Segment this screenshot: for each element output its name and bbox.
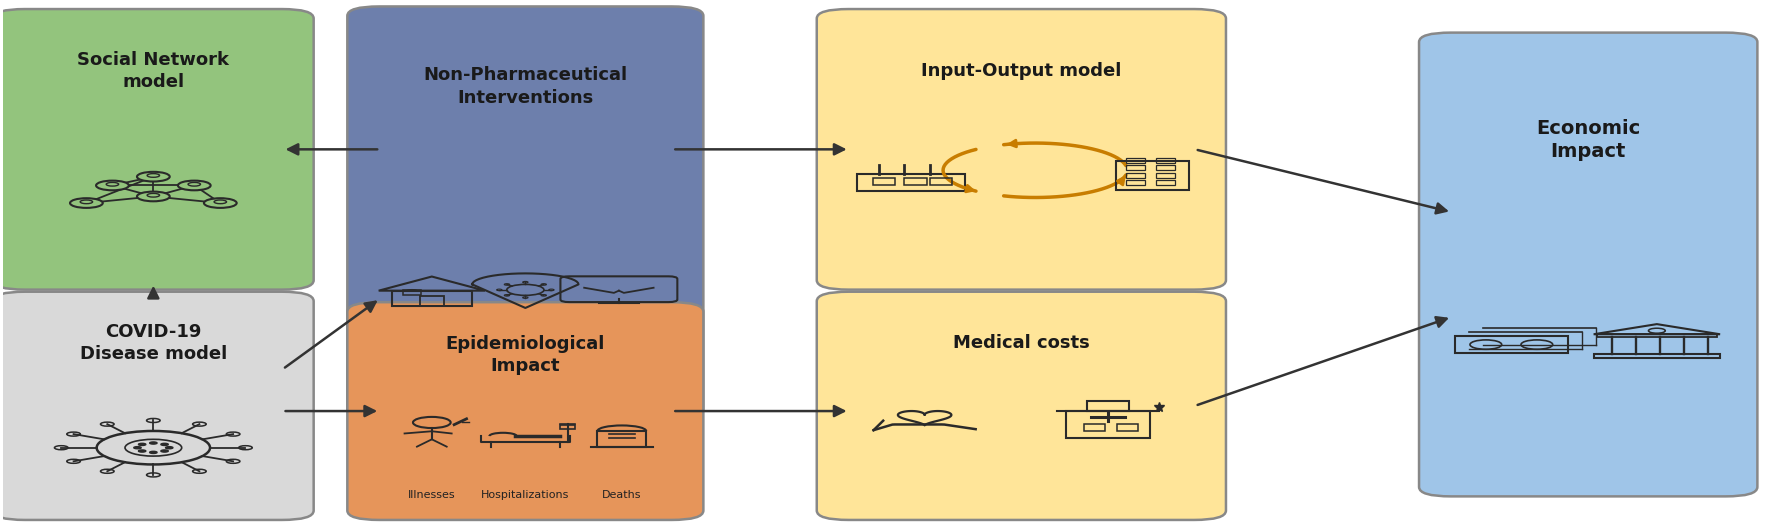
Bar <box>1598 334 1717 337</box>
Bar <box>403 290 421 295</box>
Bar <box>1125 173 1144 178</box>
Text: Epidemiological
Impact: Epidemiological Impact <box>446 335 604 376</box>
FancyBboxPatch shape <box>0 291 315 520</box>
Bar <box>929 178 952 185</box>
Bar <box>560 425 576 430</box>
Circle shape <box>137 172 171 181</box>
Bar <box>904 178 928 185</box>
FancyBboxPatch shape <box>347 6 704 418</box>
Circle shape <box>137 191 171 202</box>
Text: Hospitalizations: Hospitalizations <box>482 490 570 499</box>
Bar <box>1088 401 1128 411</box>
Circle shape <box>162 443 169 445</box>
Text: Non-Pharmaceutical
Interventions: Non-Pharmaceutical Interventions <box>423 67 627 107</box>
Text: Medical costs: Medical costs <box>952 334 1089 352</box>
Bar <box>1125 158 1144 163</box>
Bar <box>1155 158 1175 163</box>
Bar <box>597 431 647 446</box>
Bar <box>1455 336 1567 353</box>
Bar <box>857 174 965 190</box>
Text: Economic
Impact: Economic Impact <box>1535 118 1640 161</box>
Bar <box>873 178 896 185</box>
Bar <box>1066 411 1150 437</box>
Text: Deaths: Deaths <box>602 490 641 499</box>
FancyBboxPatch shape <box>817 9 1226 289</box>
Circle shape <box>162 450 169 452</box>
Bar <box>1084 424 1105 431</box>
Text: Input-Output model: Input-Output model <box>920 62 1121 80</box>
Circle shape <box>178 180 211 190</box>
Bar <box>1155 180 1175 185</box>
Circle shape <box>204 198 236 208</box>
Circle shape <box>133 446 140 449</box>
Circle shape <box>149 451 156 453</box>
Bar <box>1116 424 1137 431</box>
FancyBboxPatch shape <box>347 302 704 520</box>
FancyBboxPatch shape <box>817 291 1226 520</box>
Circle shape <box>139 450 146 452</box>
Bar <box>1155 173 1175 178</box>
Circle shape <box>69 198 103 208</box>
Bar <box>1594 354 1720 358</box>
Text: Illnesses: Illnesses <box>409 490 455 499</box>
Text: COVID-19
Disease model: COVID-19 Disease model <box>80 323 227 363</box>
Bar <box>1125 166 1144 170</box>
FancyBboxPatch shape <box>1420 33 1757 496</box>
Bar <box>1155 166 1175 170</box>
FancyBboxPatch shape <box>0 9 315 289</box>
Circle shape <box>139 443 146 445</box>
Circle shape <box>149 442 156 444</box>
Circle shape <box>165 446 172 449</box>
Circle shape <box>96 180 128 190</box>
Bar <box>419 296 444 306</box>
Bar <box>1116 161 1189 190</box>
Bar <box>1125 180 1144 185</box>
Text: Social Network
model: Social Network model <box>78 51 229 91</box>
